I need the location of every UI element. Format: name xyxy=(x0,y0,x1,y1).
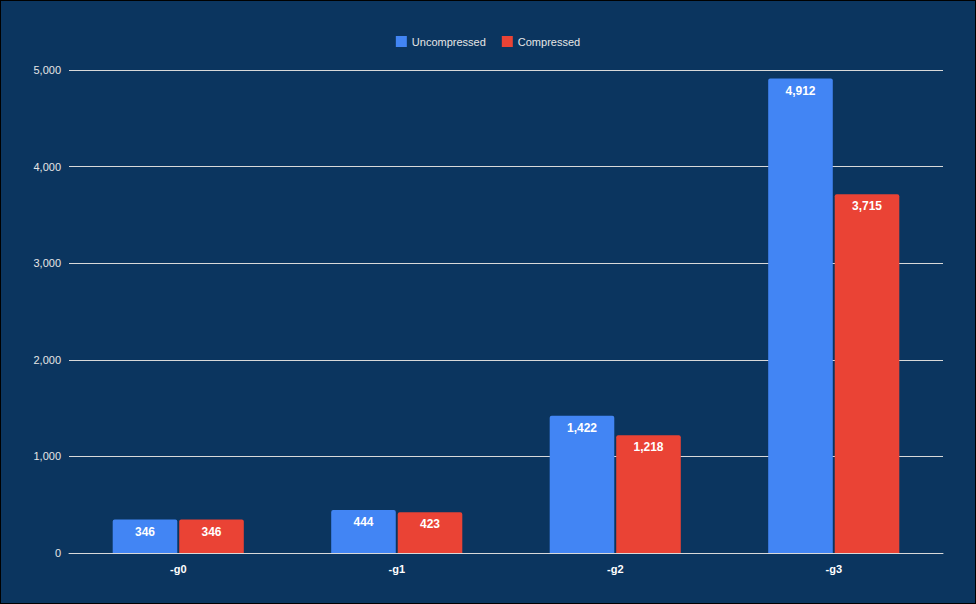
svg-text:1,000: 1,000 xyxy=(33,450,61,462)
svg-text:2,000: 2,000 xyxy=(33,354,61,366)
svg-text:-g3: -g3 xyxy=(826,563,843,575)
svg-text:Uncompressed: Uncompressed xyxy=(412,36,486,48)
svg-text:3,715: 3,715 xyxy=(852,199,882,213)
svg-text:1,218: 1,218 xyxy=(633,440,663,454)
svg-text:1,422: 1,422 xyxy=(567,421,597,435)
svg-text:5,000: 5,000 xyxy=(33,64,61,76)
svg-text:444: 444 xyxy=(353,515,373,529)
svg-text:-g1: -g1 xyxy=(389,563,406,575)
svg-text:0: 0 xyxy=(55,547,61,559)
svg-text:Compressed: Compressed xyxy=(518,36,580,48)
svg-text:4,912: 4,912 xyxy=(785,84,815,98)
svg-text:346: 346 xyxy=(135,525,155,539)
svg-text:-g2: -g2 xyxy=(607,563,624,575)
svg-text:4,000: 4,000 xyxy=(33,161,61,173)
svg-text:423: 423 xyxy=(420,517,440,531)
svg-text:346: 346 xyxy=(201,525,221,539)
svg-text:3,000: 3,000 xyxy=(33,257,61,269)
svg-text:-g0: -g0 xyxy=(170,563,187,575)
